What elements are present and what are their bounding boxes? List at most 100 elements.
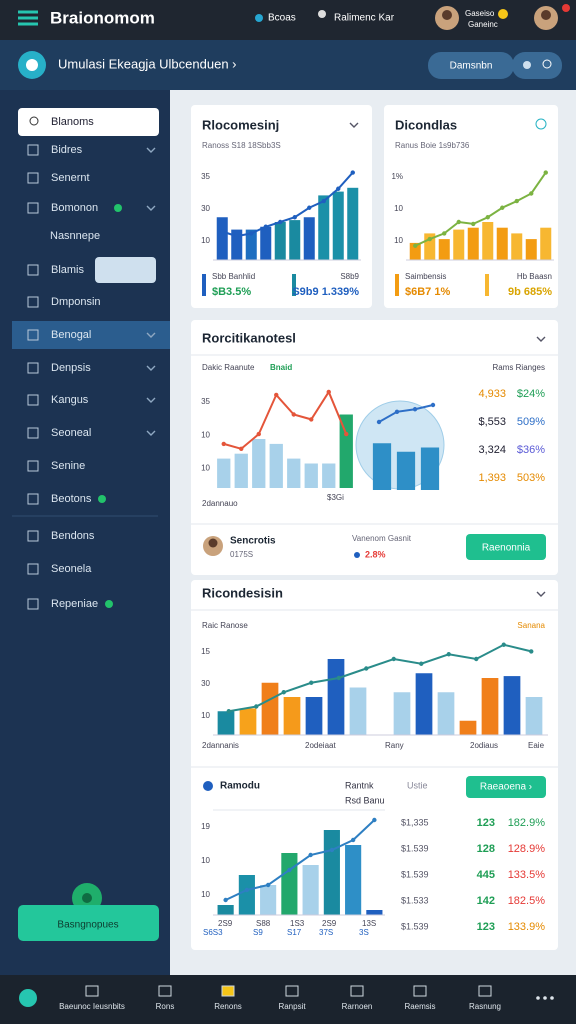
- nav-icon: [27, 394, 39, 406]
- nav-label[interactable]: Ranpsit: [278, 1002, 306, 1011]
- list-value: 3,324: [478, 444, 506, 456]
- button[interactable]: [466, 534, 546, 560]
- nav-icon: [27, 144, 39, 156]
- bar: [303, 217, 315, 260]
- icon: [29, 116, 39, 126]
- bar: [424, 233, 436, 260]
- nav-item[interactable]: Bendons: [51, 530, 95, 542]
- line-dot: [223, 897, 228, 903]
- nav-item[interactable]: Seoneal: [51, 427, 91, 439]
- bar: [318, 195, 330, 260]
- button[interactable]: [428, 52, 514, 79]
- nav-icon[interactable]: [413, 985, 427, 997]
- menu-icon[interactable]: [18, 10, 38, 14]
- nav-item[interactable]: Denpsis: [51, 362, 91, 374]
- label: S8b9: [340, 272, 359, 281]
- nav-label[interactable]: Rons: [156, 1002, 175, 1011]
- button-label[interactable]: Raenonnia: [482, 543, 531, 554]
- line: [378, 404, 434, 423]
- button[interactable]: [466, 776, 546, 798]
- bar: [231, 229, 243, 260]
- nav-icon: [27, 329, 39, 341]
- user-name[interactable]: Ralimenc Kar: [334, 13, 395, 24]
- nav-item[interactable]: Nasnnepe: [50, 230, 100, 242]
- x-tick-label: 13S: [362, 919, 376, 928]
- nav-label[interactable]: Rasnung: [469, 1002, 501, 1011]
- chevron: [146, 397, 156, 403]
- bar: [260, 226, 272, 260]
- search-box[interactable]: [18, 108, 159, 136]
- nav-icon[interactable]: [350, 985, 364, 997]
- y-tick-label: 15: [201, 647, 210, 656]
- nav-label[interactable]: Raemsis: [404, 1002, 435, 1011]
- line-dot: [265, 882, 271, 888]
- nav-item[interactable]: Blamis: [51, 264, 85, 276]
- x-tick-label: S88: [256, 919, 271, 928]
- label: $3Gi: [327, 493, 344, 502]
- label: 0175S: [230, 550, 253, 559]
- line-dot: [412, 407, 418, 412]
- nav-item[interactable]: Bidres: [51, 144, 83, 156]
- nav-icon: [27, 264, 39, 276]
- button-label[interactable]: Damsnbn: [450, 61, 493, 72]
- line-dot: [281, 690, 286, 695]
- x-tick-label: 2dannanis: [202, 741, 239, 750]
- nav-item[interactable]: Benogal: [51, 329, 91, 341]
- nav-icon: [27, 202, 39, 214]
- menu-icon[interactable]: [18, 16, 38, 20]
- nav-icon[interactable]: [285, 985, 299, 997]
- menu-icon[interactable]: [18, 22, 38, 26]
- table-cell: 123: [477, 921, 495, 933]
- nav-label[interactable]: Rarnoen: [342, 1002, 373, 1011]
- icon: [535, 118, 547, 130]
- nav-item[interactable]: Bomonon: [51, 202, 98, 214]
- nav-label[interactable]: Baeunoc Ieusnbits: [59, 1002, 125, 1011]
- bar: [260, 885, 277, 915]
- line-dot: [221, 441, 226, 447]
- nav-item[interactable]: Dmponsin: [51, 296, 101, 308]
- legend-swatch: [485, 274, 489, 296]
- button-label[interactable]: Basngnopues: [57, 920, 118, 931]
- nav-item[interactable]: Kangus: [51, 394, 89, 406]
- icon-button[interactable]: [512, 52, 562, 79]
- top-link[interactable]: Bcoas: [268, 13, 296, 24]
- line-dot: [474, 656, 479, 662]
- nav-icon[interactable]: [85, 985, 99, 997]
- x-tick-label: 3S: [359, 928, 369, 937]
- list-value: $36%: [517, 444, 545, 456]
- nav-icon[interactable]: [478, 985, 492, 997]
- badge: [562, 4, 570, 12]
- bar: [347, 187, 359, 260]
- more-icon: [536, 996, 540, 1000]
- line-dot: [344, 431, 349, 437]
- chevron: [536, 336, 546, 342]
- nav-item[interactable]: Seonela: [51, 563, 92, 575]
- x-tick-label: 2odiaus: [470, 741, 498, 750]
- button[interactable]: [18, 905, 159, 941]
- y-tick-label: 10: [201, 463, 210, 472]
- nav-label[interactable]: Renons: [214, 1002, 242, 1011]
- line-dot: [336, 675, 341, 681]
- highlight: [95, 257, 156, 283]
- avatar: [541, 10, 551, 20]
- nav-icon[interactable]: [158, 985, 172, 997]
- stat-value: 9b 685%: [508, 286, 552, 298]
- nav-icon: [27, 563, 39, 575]
- nav-item[interactable]: Senine: [51, 460, 85, 472]
- nav-item[interactable]: Beotons: [51, 493, 92, 505]
- label: Sanana: [517, 621, 545, 630]
- line-dot: [326, 389, 331, 395]
- y-tick-label: 10: [201, 856, 210, 865]
- table-cell: 142: [477, 895, 495, 907]
- search-text[interactable]: Blanoms: [51, 116, 94, 128]
- line-dot: [309, 680, 314, 685]
- nav-icon[interactable]: [221, 985, 235, 997]
- nav-item[interactable]: Repeniae: [51, 598, 98, 610]
- x-tick-label: Eaie: [528, 741, 545, 750]
- nav-item[interactable]: Senernt: [51, 172, 90, 184]
- app-icon: [26, 59, 38, 71]
- button-label[interactable]: Raeaoena ›: [480, 782, 532, 793]
- line-dot: [543, 170, 548, 175]
